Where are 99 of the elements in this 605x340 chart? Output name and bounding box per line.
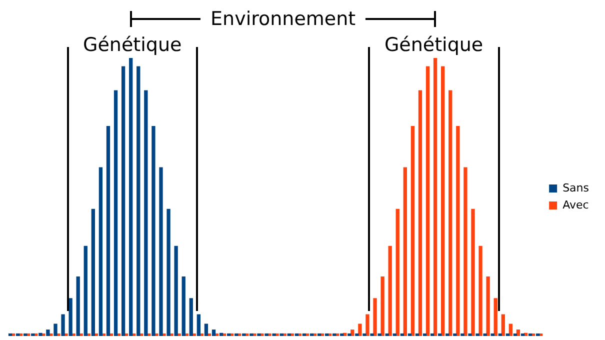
bar xyxy=(468,333,472,336)
bar xyxy=(8,333,12,336)
bar xyxy=(460,333,464,336)
bar xyxy=(388,246,392,336)
bar xyxy=(61,314,65,336)
bar xyxy=(189,298,193,336)
bar xyxy=(366,314,370,336)
bar xyxy=(476,333,480,336)
bar xyxy=(182,276,186,336)
bar xyxy=(144,90,148,336)
bar xyxy=(280,333,284,336)
bar xyxy=(358,324,362,336)
bar xyxy=(373,298,377,336)
bar xyxy=(400,333,404,336)
bar xyxy=(159,167,163,336)
bar xyxy=(340,333,344,336)
bar xyxy=(355,333,359,336)
bar xyxy=(332,333,336,336)
bar xyxy=(448,90,452,336)
bar xyxy=(91,208,95,336)
bar xyxy=(129,58,133,336)
legend-label: Sans xyxy=(562,181,590,194)
bar xyxy=(453,333,457,336)
bar xyxy=(513,333,518,336)
bar xyxy=(68,298,72,336)
bar xyxy=(478,246,482,336)
bar xyxy=(16,333,20,336)
bar xyxy=(234,333,238,336)
bar xyxy=(483,333,487,336)
bar xyxy=(433,58,438,336)
bar xyxy=(76,276,80,336)
bar xyxy=(212,330,216,336)
bar xyxy=(494,298,498,336)
bar xyxy=(350,330,354,336)
bar xyxy=(294,333,298,336)
text: Génétique xyxy=(82,34,183,56)
bar xyxy=(370,333,374,336)
bar xyxy=(219,332,224,336)
bar xyxy=(287,333,291,336)
bar xyxy=(471,208,475,336)
bar xyxy=(410,126,415,336)
bar xyxy=(46,330,50,336)
bar xyxy=(121,66,126,336)
bar xyxy=(38,332,42,336)
bar xyxy=(84,246,88,336)
bar xyxy=(242,333,246,336)
bar xyxy=(536,333,540,336)
bar xyxy=(498,333,502,336)
bar xyxy=(520,333,525,336)
bar xyxy=(418,90,422,336)
bar xyxy=(272,333,276,336)
bar xyxy=(456,126,460,336)
bar xyxy=(54,324,58,336)
bar xyxy=(501,314,505,336)
bar xyxy=(348,333,352,336)
bar xyxy=(196,314,201,336)
bar xyxy=(392,333,396,336)
bar xyxy=(415,333,420,336)
legend-label: Avec xyxy=(562,198,589,212)
bar xyxy=(441,66,445,336)
bar xyxy=(438,333,442,336)
bar xyxy=(250,333,254,336)
bar xyxy=(98,167,103,336)
text: Environnement xyxy=(200,8,366,30)
bar xyxy=(257,333,261,336)
bar xyxy=(490,333,494,336)
bar xyxy=(226,333,231,336)
bar xyxy=(324,333,329,336)
text: Génétique xyxy=(383,34,484,56)
bar xyxy=(408,333,412,336)
bar xyxy=(310,333,314,336)
bar xyxy=(362,333,366,336)
bar xyxy=(446,333,450,336)
bar xyxy=(106,126,110,336)
bar xyxy=(31,333,35,336)
bar xyxy=(136,66,140,336)
bar xyxy=(486,276,490,336)
bar xyxy=(464,167,468,336)
bar xyxy=(528,333,532,336)
bar xyxy=(506,333,510,336)
bar xyxy=(396,208,400,336)
bar xyxy=(174,246,178,336)
bar xyxy=(166,208,170,336)
bar xyxy=(114,90,118,336)
bar xyxy=(380,276,384,336)
bar xyxy=(385,333,389,336)
bar xyxy=(317,333,322,336)
bar xyxy=(204,324,208,336)
bar xyxy=(508,324,512,336)
bar xyxy=(24,333,28,336)
bar xyxy=(516,330,520,336)
bar xyxy=(302,333,306,336)
bar xyxy=(426,66,430,336)
bar xyxy=(152,126,156,336)
bar xyxy=(403,167,407,336)
bar xyxy=(422,333,427,336)
bar xyxy=(378,333,382,336)
bar xyxy=(430,333,434,336)
bar xyxy=(264,333,268,336)
